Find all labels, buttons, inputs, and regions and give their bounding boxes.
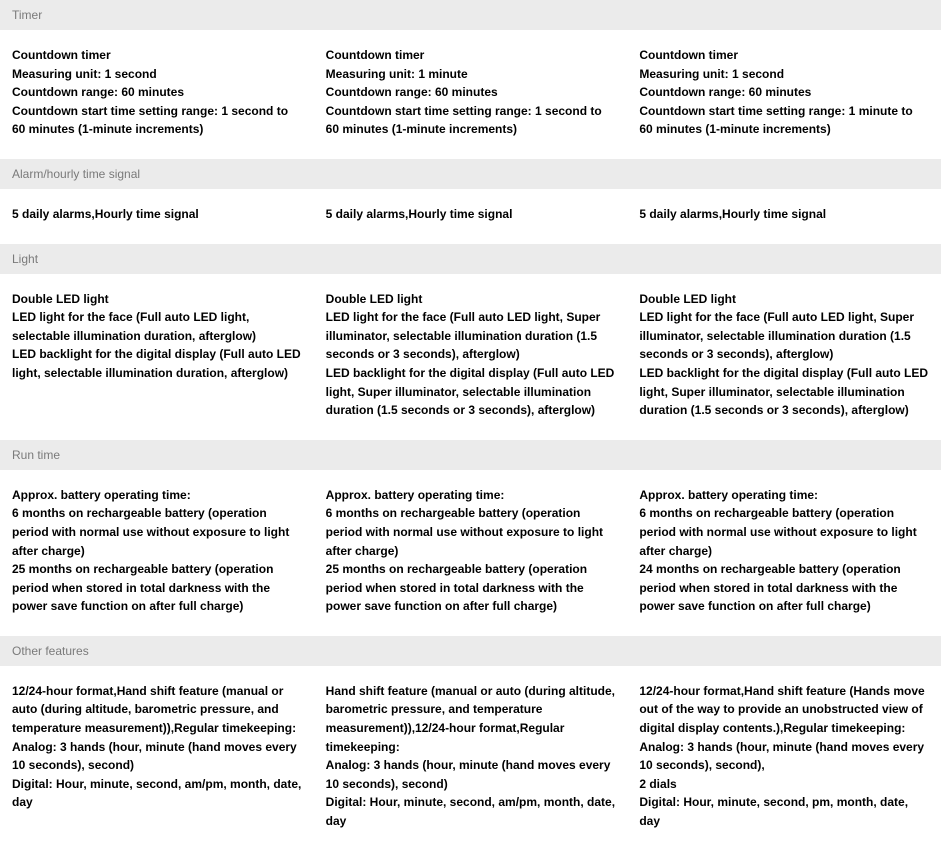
section-header-other: Other features [0, 636, 941, 666]
section-header-runtime: Run time [0, 440, 941, 470]
cell-timer-0: Countdown timer Measuring unit: 1 second… [12, 46, 302, 139]
cell-timer-2: Countdown timer Measuring unit: 1 second… [639, 46, 929, 139]
section-row-runtime: Approx. battery operating time: 6 months… [0, 470, 941, 636]
section-header-alarm: Alarm/hourly time signal [0, 159, 941, 189]
section-row-timer: Countdown timer Measuring unit: 1 second… [0, 30, 941, 159]
cell-light-2: Double LED light LED light for the face … [639, 290, 929, 420]
cell-alarm-0: 5 daily alarms,Hourly time signal [12, 205, 302, 224]
cell-runtime-2: Approx. battery operating time: 6 months… [639, 486, 929, 616]
section-header-light: Light [0, 244, 941, 274]
comparison-table: Timer Countdown timer Measuring unit: 1 … [0, 0, 941, 851]
section-row-alarm: 5 daily alarms,Hourly time signal 5 dail… [0, 189, 941, 244]
section-row-other: 12/24-hour format,Hand shift feature (ma… [0, 666, 941, 851]
cell-light-0: Double LED light LED light for the face … [12, 290, 302, 420]
cell-runtime-1: Approx. battery operating time: 6 months… [326, 486, 616, 616]
cell-other-1: Hand shift feature (manual or auto (duri… [326, 682, 616, 831]
section-header-timer: Timer [0, 0, 941, 30]
cell-light-1: Double LED light LED light for the face … [326, 290, 616, 420]
cell-alarm-1: 5 daily alarms,Hourly time signal [326, 205, 616, 224]
cell-runtime-0: Approx. battery operating time: 6 months… [12, 486, 302, 616]
cell-alarm-2: 5 daily alarms,Hourly time signal [639, 205, 929, 224]
cell-timer-1: Countdown timer Measuring unit: 1 minute… [326, 46, 616, 139]
cell-other-2: 12/24-hour format,Hand shift feature (Ha… [639, 682, 929, 831]
section-row-light: Double LED light LED light for the face … [0, 274, 941, 440]
cell-other-0: 12/24-hour format,Hand shift feature (ma… [12, 682, 302, 831]
